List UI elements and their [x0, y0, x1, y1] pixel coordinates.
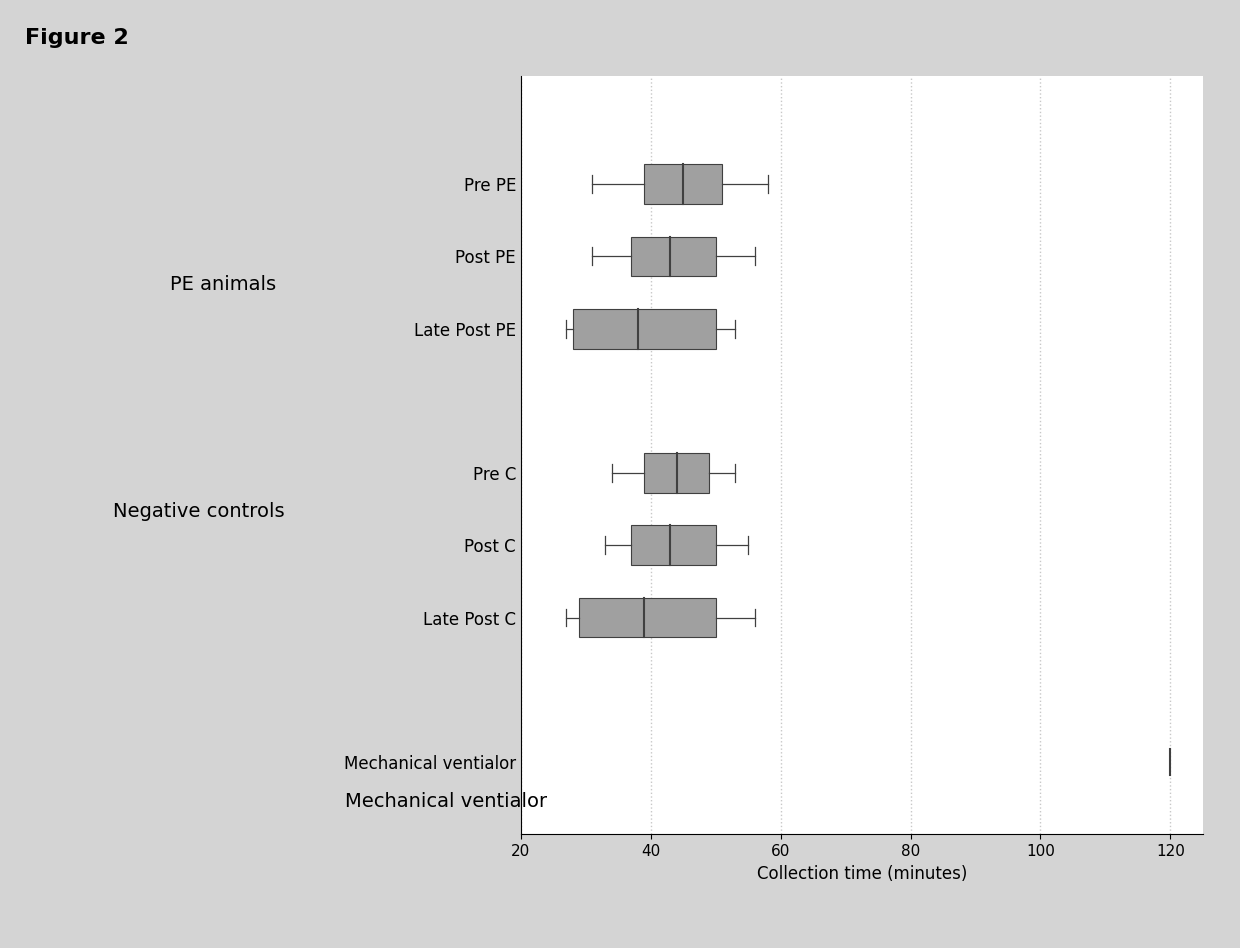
Bar	[645, 453, 709, 493]
Bar	[631, 237, 715, 276]
Text: Figure 2: Figure 2	[25, 28, 129, 48]
Text: Negative controls: Negative controls	[113, 502, 284, 521]
Text: Mechanical ventialor: Mechanical ventialor	[345, 792, 548, 811]
Bar	[573, 309, 715, 349]
Bar	[631, 525, 715, 565]
X-axis label: Collection time (minutes): Collection time (minutes)	[756, 865, 967, 883]
Text: PE animals: PE animals	[170, 275, 277, 294]
Bar	[579, 597, 715, 637]
Bar	[645, 164, 722, 204]
